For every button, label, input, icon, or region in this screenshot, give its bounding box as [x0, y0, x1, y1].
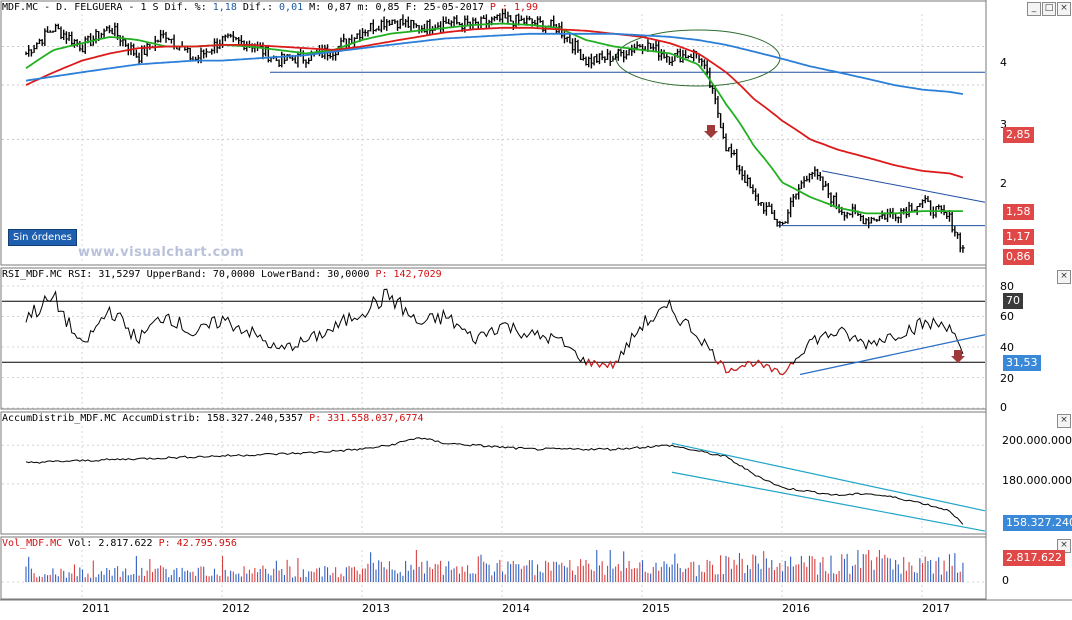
vol-header: Vol_MDF.MC Vol: 2.817.622 P: 42.795.956	[2, 537, 237, 551]
x-tick-2011: 2011	[82, 602, 110, 615]
ad-name: AccumDistrib_MDF.MC	[2, 413, 116, 424]
rsi-header: RSI_MDF.MC RSI: 31,5297 UpperBand: 70,00…	[2, 268, 442, 282]
ad-panel-frame	[1, 412, 986, 534]
rsi-close-icon[interactable]: ×	[1057, 270, 1071, 284]
upper-label: UpperBand:	[147, 269, 207, 280]
date-label: F:	[406, 2, 418, 13]
rsi-p-value: 142,7029	[394, 269, 442, 280]
lower-label: LowerBand:	[261, 269, 321, 280]
rsi-panel-frame	[1, 268, 986, 409]
price-badge-ma-mid: 1,58	[1003, 204, 1034, 220]
rsi-oversold-segment	[748, 361, 751, 362]
max-label: M:	[309, 2, 321, 13]
max-value: 0,87	[327, 2, 351, 13]
price-header: MDF.MC - D. FELGUERA - 1 S Dif. %: 1,18 …	[2, 1, 538, 15]
dif-pct-value: 1,18	[213, 2, 237, 13]
rsi-value: 31,5297	[98, 269, 140, 280]
x-tick-2012: 2012	[222, 602, 250, 615]
price-badge-ma-short: 1,17	[1003, 229, 1034, 245]
rsi-name: RSI_MDF.MC	[2, 269, 62, 280]
vol-tick-0: 0	[1002, 574, 1009, 587]
vol-badge-current: 2.817.622	[1003, 550, 1065, 566]
x-tick-2014: 2014	[502, 602, 530, 615]
price-tick-4: 4	[1000, 56, 1007, 69]
ad-close-icon[interactable]: ×	[1057, 414, 1071, 428]
vol-value: 2.817.622	[98, 538, 152, 549]
rsi-badge-upper: 70	[1003, 293, 1023, 309]
rsi-tick-20: 20	[1000, 372, 1014, 385]
symbol-label: MDF.MC - D. FELGUERA - 1 S	[2, 2, 159, 13]
rsi-tick-80: 80	[1000, 280, 1014, 293]
x-tick-2015: 2015	[642, 602, 670, 615]
rsi-badge-current: 31,53	[1003, 355, 1041, 371]
rsi-tick-60: 60	[1000, 310, 1014, 323]
minimize-icon[interactable]: _	[1027, 2, 1041, 16]
price-badge-ma-long: 2,85	[1003, 127, 1034, 143]
ad-badge-current: 158.327.240	[1003, 515, 1072, 531]
rsi-oversold-segment	[791, 363, 794, 364]
min-value: 0,85	[375, 2, 399, 13]
watermark: www.visualchart.com	[78, 245, 244, 260]
upper-value: 70,0000	[213, 269, 255, 280]
ad-label: AccumDistrib:	[122, 413, 200, 424]
price-tick-2: 2	[1000, 177, 1007, 190]
ad-p-label: P:	[309, 413, 321, 424]
ad-value: 158.327.240,5357	[207, 413, 303, 424]
rsi-label: RSI:	[68, 269, 92, 280]
rsi-tick-40: 40	[1000, 341, 1014, 354]
orders-button[interactable]: Sin órdenes	[8, 229, 77, 246]
lower-value: 30,0000	[327, 269, 369, 280]
rsi-tick-0: 0	[1000, 401, 1007, 414]
rsi-oversold-segment	[780, 374, 783, 375]
vol-p-label: P:	[159, 538, 171, 549]
x-tick-2016: 2016	[782, 602, 810, 615]
close-icon[interactable]: ×	[1057, 2, 1071, 16]
dif-value: 0,01	[279, 2, 303, 13]
x-tick-2013: 2013	[362, 602, 390, 615]
x-tick-2017: 2017	[922, 602, 950, 615]
date-value: 25-05-2017	[424, 2, 484, 13]
ad-tick-200m: 200.000.000	[1002, 434, 1072, 447]
p-label: P :	[490, 2, 508, 13]
vol-p-value: 42.795.956	[177, 538, 237, 549]
vol-name: Vol_MDF.MC	[2, 538, 62, 549]
maximize-icon[interactable]: □	[1042, 2, 1056, 16]
vol-label: Vol:	[68, 538, 92, 549]
ad-p-value: 331.558.037,6774	[327, 413, 423, 424]
dif-pct-label: Dif. %:	[165, 2, 207, 13]
rsi-p-label: P:	[375, 269, 387, 280]
dif-label: Dif.:	[243, 2, 273, 13]
p-value: 1,99	[514, 2, 538, 13]
ad-tick-180m: 180.000.000	[1002, 474, 1072, 487]
min-label: m:	[357, 2, 369, 13]
price-badge-last: 0,86	[1003, 249, 1034, 265]
ad-header: AccumDistrib_MDF.MC AccumDistrib: 158.32…	[2, 412, 424, 426]
